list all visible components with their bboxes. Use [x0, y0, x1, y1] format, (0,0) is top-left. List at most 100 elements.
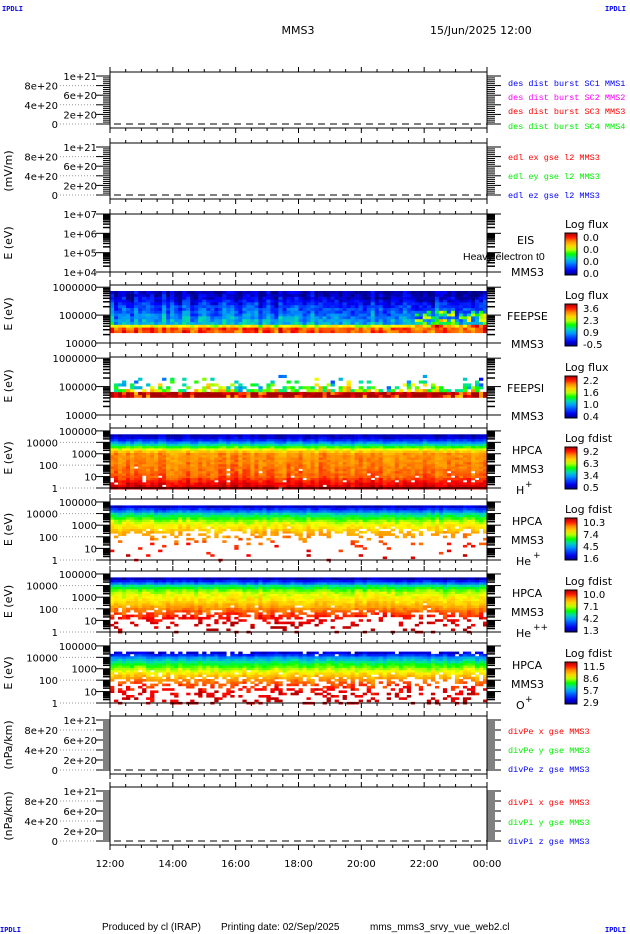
spectrogram-cell — [190, 318, 195, 322]
spectrogram-cell — [406, 468, 412, 472]
spectrogram-cell — [446, 302, 452, 306]
spectrogram-cell — [326, 321, 331, 325]
spectrogram-cell — [278, 468, 283, 472]
spectrogram-cell — [302, 464, 307, 467]
spectrogram-cell — [426, 459, 432, 463]
spectrogram-cell — [314, 454, 319, 458]
spectrogram-cell — [274, 457, 279, 460]
spectrogram-cell — [226, 389, 231, 393]
spectrogram-cell — [450, 391, 456, 395]
spectrogram-cell — [194, 466, 199, 469]
spectrogram-cell — [354, 436, 359, 440]
spectrogram-cell — [362, 324, 367, 328]
spectrogram-cell — [398, 466, 404, 469]
spectrogram-cell — [302, 291, 307, 295]
spectrogram-cell — [210, 466, 215, 469]
spectrogram-cell — [122, 302, 127, 306]
spectrogram-cell — [422, 464, 428, 467]
spectrogram-cell — [270, 394, 275, 398]
spectrogram-cell — [278, 473, 283, 476]
spectrogram-cell — [338, 291, 343, 295]
spectrogram-cell — [346, 464, 351, 467]
spectrogram-cell — [330, 318, 335, 322]
spectrogram-cell — [471, 327, 476, 331]
spectrogram-cell — [422, 436, 428, 440]
spectrogram-cell — [366, 475, 371, 478]
spectrogram-cell — [310, 293, 315, 297]
spectrogram-cell — [146, 533, 151, 536]
colorbar-title: Log fdist — [565, 432, 613, 445]
spectrogram-cell — [250, 477, 255, 481]
spectrogram-cell — [366, 459, 371, 463]
spectrogram-cell — [114, 302, 119, 306]
spectrogram-cell — [318, 480, 323, 483]
spectrogram-cell — [250, 459, 255, 463]
spectrogram-cell — [334, 477, 339, 481]
spectrogram-cell — [378, 480, 383, 483]
spectrogram-cell — [162, 330, 167, 334]
spectrogram-cell — [298, 394, 303, 398]
spectrogram-cell — [158, 510, 163, 513]
spectrogram-cell — [438, 461, 444, 465]
spectrogram-cell — [386, 461, 391, 465]
spectrogram-cell — [158, 473, 163, 476]
spectrogram-cell — [330, 464, 335, 467]
spectrogram-cell — [483, 318, 488, 322]
spectrogram-cell — [174, 535, 179, 539]
spectrogram-cell — [442, 445, 448, 449]
spectrogram-cell — [258, 480, 263, 483]
spectrogram-cell — [446, 461, 452, 465]
spectrogram-cell — [122, 448, 127, 451]
spectrogram-cell — [374, 321, 379, 325]
spectrogram-cell — [362, 459, 367, 463]
spectrogram-cell — [358, 318, 363, 322]
spectrogram-cell — [334, 441, 339, 444]
spectrogram-cell — [282, 389, 287, 393]
spectrogram-cell — [362, 434, 367, 437]
spectrogram-cell — [446, 482, 452, 485]
spectrogram-cell — [182, 302, 187, 306]
spectrogram-cell — [426, 304, 432, 308]
spectrogram-cell — [302, 468, 307, 472]
spectrogram-cell — [114, 477, 119, 481]
spectrogram-cell — [122, 304, 127, 308]
spectrogram-cell — [218, 468, 223, 472]
spectrogram-cell — [358, 484, 363, 488]
spectrogram-cell — [450, 327, 456, 331]
spectrogram-cell — [330, 436, 335, 440]
spectrogram-cell — [126, 510, 131, 513]
spectrogram-cell — [298, 307, 303, 311]
spectrogram-cell — [214, 464, 219, 467]
spectrogram-cell — [462, 291, 468, 295]
spectrogram-cell — [362, 302, 367, 306]
spectrogram-cell — [174, 521, 179, 525]
spectrogram-cell — [278, 445, 283, 449]
spectrogram-cell — [218, 316, 223, 320]
spectrogram-cell — [202, 394, 207, 398]
spectrogram-cell — [122, 510, 127, 513]
spectrogram-cell — [418, 464, 424, 467]
spectrogram-cell — [358, 299, 363, 303]
spectrogram-cell — [418, 380, 424, 384]
spectrogram-cell — [370, 466, 375, 469]
spectrogram-cell — [406, 327, 412, 331]
spectrogram-cell — [246, 391, 251, 395]
spectrogram-cell — [250, 296, 255, 300]
spectrogram-cell — [394, 321, 400, 325]
spectrogram-cell — [322, 466, 327, 469]
spectrogram-cell — [182, 512, 187, 515]
spectrogram-cell — [130, 304, 135, 308]
spectrogram-cell — [222, 443, 227, 447]
spectrogram-cell — [483, 448, 488, 451]
spectrogram-cell — [166, 470, 171, 474]
spectrogram-cell — [298, 327, 303, 331]
spectrogram-cell — [170, 514, 175, 518]
spectrogram-cell — [194, 461, 199, 465]
spectrogram-cell — [142, 454, 147, 458]
spectrogram-cell — [350, 459, 355, 463]
spectrogram-cell — [462, 324, 468, 328]
spectrogram-cell — [162, 441, 167, 444]
spectrogram-cell — [294, 454, 299, 458]
spectrogram-cell — [318, 299, 323, 303]
spectrogram-cell — [170, 457, 175, 460]
